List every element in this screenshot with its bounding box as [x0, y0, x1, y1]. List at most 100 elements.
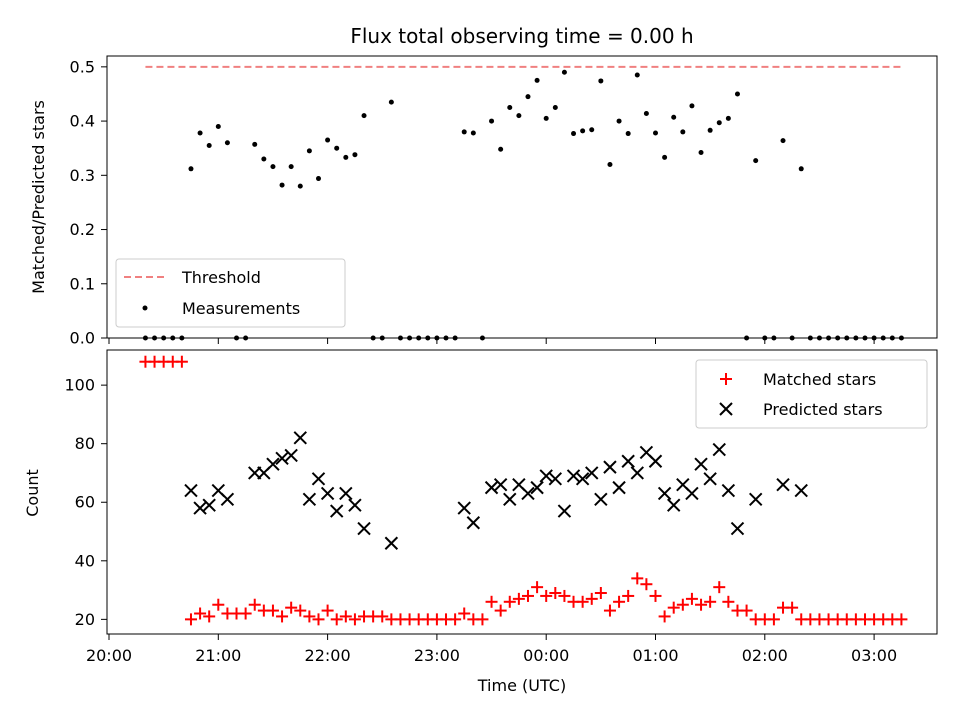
measurement-point [261, 156, 267, 162]
top-panel-x-ticks [108, 338, 875, 344]
measurement-point [680, 129, 686, 135]
measurement-point [653, 130, 658, 136]
predicted-star-point [730, 521, 745, 536]
predicted-star-point [557, 504, 572, 518]
predicted-star-point [357, 521, 371, 536]
measurement-point [315, 176, 321, 182]
matched-star-point [713, 581, 726, 594]
top-y-axis-label: Matched/Predicted stars [29, 100, 48, 294]
measurement-point [270, 164, 276, 170]
matched-star-point [585, 592, 598, 605]
predicted-star-point [330, 504, 344, 518]
measurement-point [279, 182, 285, 188]
matched-star-point [266, 604, 279, 617]
measurement-point [252, 141, 258, 147]
matched-star-point [540, 589, 553, 602]
predicted-star-point [275, 451, 289, 466]
predicted-star-point [320, 486, 335, 501]
matched-star-point [449, 613, 462, 626]
measurement-point [725, 115, 731, 121]
measurement-point [507, 105, 513, 111]
bottom-y-axis-label: Count [23, 469, 42, 517]
predicted-star-point [603, 460, 617, 474]
y-tick-label: 80 [75, 434, 95, 453]
measurement-point [489, 118, 495, 124]
matched-star-point [330, 613, 343, 626]
measurement-point [734, 91, 740, 97]
measurement-point [598, 78, 604, 84]
measurement-point [534, 77, 540, 83]
predicted-star-point [193, 501, 207, 515]
matched-star-point [767, 613, 780, 626]
measurement-point [698, 150, 704, 156]
matched-star-point [312, 613, 325, 626]
bottom-legend: Matched stars Predicted stars [695, 359, 928, 429]
legend-predicted-label: Predicted stars [763, 400, 883, 419]
predicted-star-point [575, 472, 590, 486]
measurement-point [297, 183, 303, 189]
measurement-point [671, 114, 677, 120]
matched-star-point [786, 601, 799, 614]
top-panel-frame [106, 55, 938, 339]
predicted-star-point [657, 486, 672, 501]
matched-star-point [722, 595, 735, 608]
predicted-star-point [721, 483, 736, 498]
y-tick-label: 20 [75, 610, 95, 629]
measurement-point [589, 127, 595, 133]
predicted-star-point [748, 492, 763, 507]
predicted-star-point [539, 469, 553, 483]
bottom-panel: 20 40 60 80 100 20:00 21:00 22:00 23:00 00:00 01:… [23, 349, 938, 695]
measurement-point [461, 129, 467, 135]
matched-star-point [521, 589, 534, 602]
predicted-star-point [530, 480, 544, 495]
predicted-star-point [548, 472, 563, 486]
matched-star-point [531, 581, 544, 594]
measurement-point [197, 130, 203, 136]
matched-star-point [276, 610, 289, 623]
y-tick-label: 0.3 [70, 166, 95, 185]
bottom-panel-frame [106, 349, 938, 635]
bottom-legend-box [695, 359, 928, 429]
matched-star-point [285, 601, 298, 614]
matched-star-point [212, 598, 225, 611]
matched-star-point [348, 613, 361, 626]
matched-star-point [649, 589, 662, 602]
measurement-point [753, 158, 759, 164]
predicted-star-point [293, 431, 307, 445]
top-panel-y-axis: 0.0 0.1 0.2 0.3 0.4 0.5 [70, 57, 107, 348]
matched-star-point [704, 595, 717, 608]
measurement-point [206, 142, 212, 148]
matched-star-point [303, 610, 316, 623]
legend-threshold-label: Threshold [181, 268, 261, 287]
measurement-point [525, 94, 531, 100]
predicted-star-point [493, 477, 508, 492]
matched-star-point [622, 589, 635, 602]
matched-star-point [175, 355, 188, 368]
measurement-point [716, 120, 722, 126]
measurement-point [561, 69, 567, 75]
matched-star-point [676, 598, 689, 611]
measurement-point [306, 148, 312, 154]
matched-star-point [321, 604, 334, 617]
matched-star-point [476, 613, 489, 626]
predicted-star-point [667, 498, 681, 512]
predicted-star-point [585, 466, 599, 480]
predicted-star-point [339, 486, 353, 501]
measurement-point [643, 110, 649, 116]
y-tick-label: 60 [75, 493, 95, 512]
bottom-panel-y-axis: 20 40 60 80 100 [64, 376, 107, 629]
y-tick-label: 0.0 [70, 329, 95, 348]
matched-star-point [248, 598, 261, 611]
measurement-point [325, 137, 331, 143]
x-tick-label: 01:00 [632, 646, 678, 665]
legend-predicted-marker [719, 402, 733, 416]
measurement-point [616, 118, 622, 124]
matched-star-point [549, 587, 562, 600]
predicted-star-point [712, 442, 726, 457]
legend-measurements-label: Measurements [182, 299, 300, 318]
x-tick-label: 20:00 [86, 646, 132, 665]
x-tick-label: 21:00 [195, 646, 241, 665]
measurement-point [580, 128, 586, 134]
predicted-star-point [311, 472, 326, 486]
y-tick-label: 100 [64, 376, 95, 395]
